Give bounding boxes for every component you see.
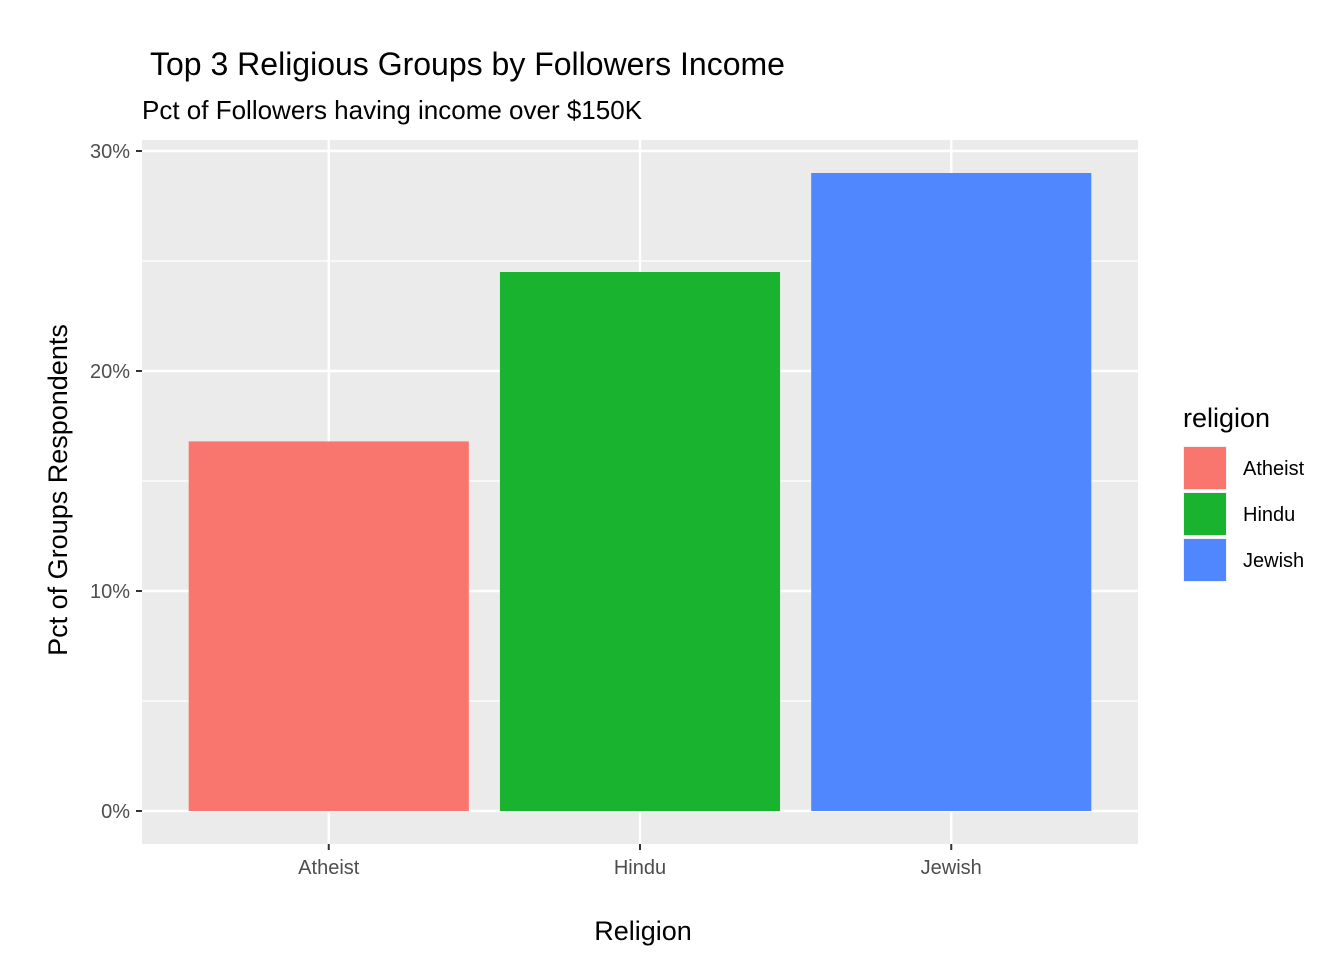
y-tick-label: 10%	[90, 581, 130, 603]
bar-hindu	[499, 272, 781, 811]
y-axis-title: Pct of Groups Respondents	[43, 324, 73, 656]
y-tick-label: 0%	[101, 801, 130, 823]
x-axis-title: Religion	[594, 916, 692, 946]
legend-swatch-jewish	[1184, 539, 1226, 581]
chart-title: Top 3 Religious Groups by Followers Inco…	[150, 46, 785, 82]
bars	[188, 173, 1092, 811]
x-tick-label-hindu: Hindu	[614, 857, 666, 879]
y-tick-label: 30%	[90, 141, 130, 163]
legend-swatch-hindu	[1184, 493, 1226, 535]
y-tick-label: 20%	[90, 361, 130, 383]
legend: religion Atheist Hindu Jewish	[1183, 403, 1305, 582]
x-tick-label-atheist: Atheist	[298, 857, 360, 879]
x-tick-label-jewish: Jewish	[921, 857, 982, 879]
legend-label-hindu: Hindu	[1243, 504, 1295, 526]
chart-subtitle: Pct of Followers having income over $150…	[142, 95, 643, 125]
legend-label-atheist: Atheist	[1243, 458, 1305, 480]
legend-swatch-atheist	[1184, 447, 1226, 489]
legend-title: religion	[1183, 403, 1270, 433]
bar-jewish	[811, 173, 1092, 811]
axes: 0% 10% 20% 30% Atheist Hindu Jewish	[90, 141, 982, 879]
bar-atheist	[188, 441, 469, 811]
legend-label-jewish: Jewish	[1243, 550, 1304, 572]
